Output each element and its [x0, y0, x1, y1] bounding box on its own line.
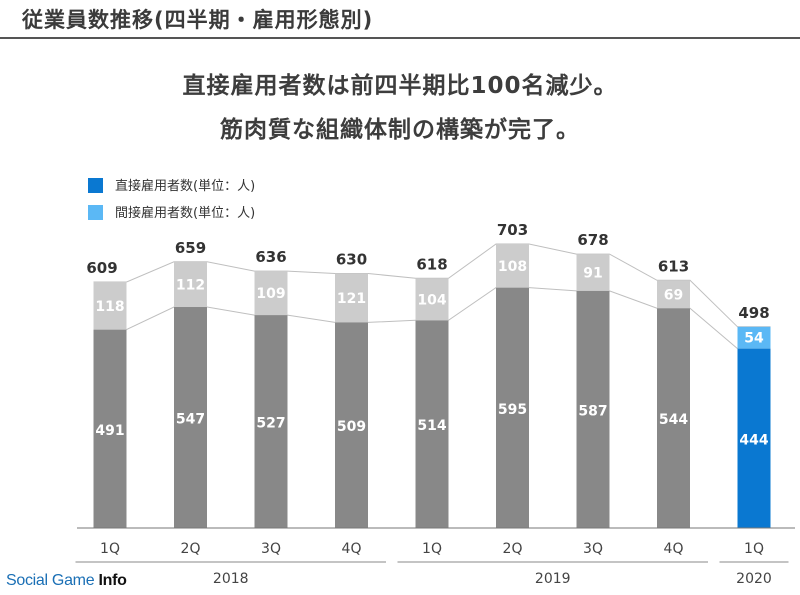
bar-direct: [496, 287, 529, 528]
year-group-label: 2020: [736, 571, 772, 587]
x-tick-label: 3Q: [583, 541, 603, 557]
value-label-direct: 544: [659, 412, 688, 428]
legend-item-indirect: 間接雇用者数(単位：人): [88, 202, 255, 221]
value-label-direct: 547: [176, 412, 205, 428]
value-label-total: 630: [336, 250, 367, 268]
x-tick-label: 2Q: [503, 541, 523, 557]
bar-direct: [254, 315, 288, 528]
bar-indirect: [737, 326, 771, 349]
value-label-total: 613: [658, 257, 689, 275]
title-divider: [0, 37, 800, 39]
bar-indirect: [254, 271, 288, 316]
headline-line-1: 直接雇用者数は前四半期比100名減少。: [182, 73, 618, 99]
value-label-direct: 444: [739, 432, 768, 448]
year-group-label: 2019: [535, 571, 571, 587]
watermark-brand: Social Game: [6, 572, 99, 589]
x-tick-label: 3Q: [261, 541, 281, 557]
value-label-direct: 595: [498, 402, 527, 418]
value-label-indirect: 54: [744, 331, 764, 347]
value-label-total: 678: [577, 231, 608, 249]
value-label-direct: 514: [417, 418, 446, 434]
bar-indirect: [93, 281, 127, 330]
value-label-total: 609: [86, 259, 117, 277]
bar-indirect: [174, 261, 207, 308]
legend-swatch-direct: [88, 178, 103, 193]
value-label-direct: 527: [256, 416, 285, 432]
value-label-total: 703: [497, 221, 528, 239]
bar-direct: [657, 308, 690, 528]
bar-direct: [737, 348, 771, 528]
bar-direct: [415, 320, 449, 528]
bar-indirect: [576, 254, 610, 291]
year-group-label: 2018: [213, 571, 249, 587]
value-label-direct: 491: [95, 423, 124, 439]
x-tick-label: 1Q: [100, 541, 120, 557]
legend-item-direct: 直接雇用者数(単位：人): [88, 175, 255, 194]
value-label-total: 618: [416, 255, 447, 273]
headline-line-2: 筋肉質な組織体制の構築が完了。: [220, 117, 580, 143]
value-label-direct: 587: [578, 403, 607, 419]
watermark-suffix: Info: [98, 572, 127, 589]
bar-indirect: [496, 243, 529, 288]
bar-direct: [576, 290, 610, 528]
bar-indirect: [415, 278, 449, 321]
value-label-indirect: 112: [176, 277, 205, 293]
slide-title: 従業員数推移(四半期・雇用形態別): [22, 8, 374, 32]
x-tick-label: 4Q: [342, 541, 362, 557]
bar-indirect: [657, 280, 690, 309]
value-label-total: 498: [738, 304, 769, 322]
bar-indirect: [335, 273, 368, 323]
value-label-indirect: 104: [417, 292, 446, 308]
legend-label-direct: 直接雇用者数(単位：人): [115, 179, 256, 194]
value-label-indirect: 69: [664, 287, 683, 303]
x-tick-label: 1Q: [422, 541, 442, 557]
bar-direct: [174, 307, 207, 528]
x-tick-label: 2Q: [181, 541, 201, 557]
legend-label-indirect: 間接雇用者数(単位：人): [115, 206, 256, 221]
value-label-indirect: 118: [95, 299, 124, 315]
bar-direct: [93, 329, 127, 528]
value-label-total: 636: [255, 248, 286, 266]
legend-swatch-indirect: [88, 205, 103, 220]
value-label-total: 659: [175, 239, 206, 257]
watermark: Social Game Info: [6, 572, 127, 590]
bar-direct: [335, 322, 368, 528]
x-tick-label: 4Q: [664, 541, 684, 557]
x-tick-label: 1Q: [744, 541, 764, 557]
value-label-indirect: 109: [256, 286, 285, 302]
value-label-indirect: 108: [498, 259, 527, 275]
value-label-indirect: 121: [337, 291, 366, 307]
value-label-direct: 509: [337, 419, 366, 435]
value-label-indirect: 91: [583, 265, 602, 281]
